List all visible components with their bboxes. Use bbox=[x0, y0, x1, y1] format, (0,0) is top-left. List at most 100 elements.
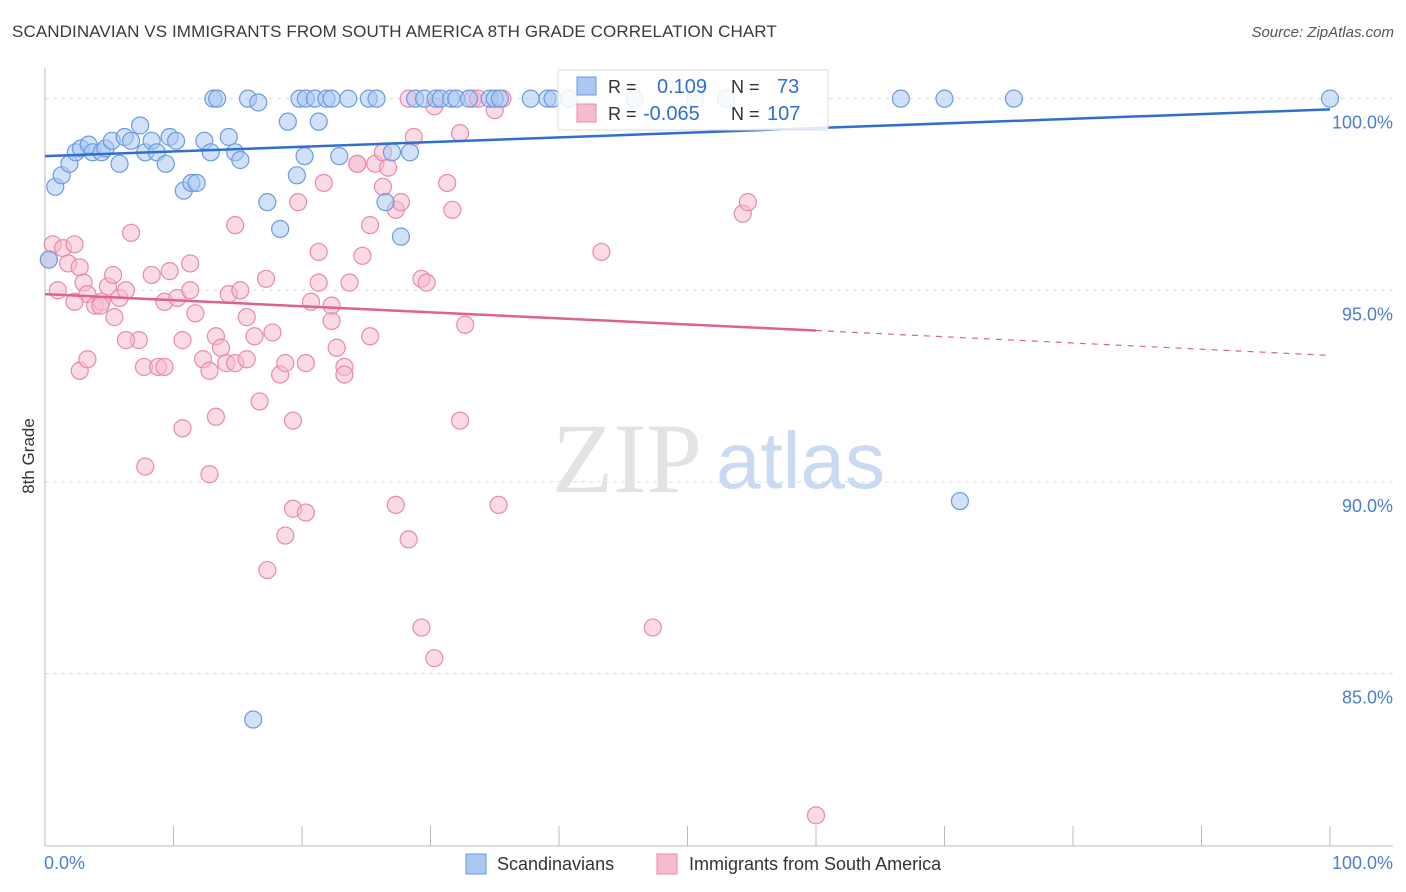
blue-point bbox=[1004, 89, 1023, 108]
pink-point bbox=[65, 235, 84, 254]
blue-points bbox=[39, 89, 1340, 729]
stats-pink-n-label: N = bbox=[731, 104, 760, 124]
blue-point bbox=[201, 143, 220, 162]
pink-point bbox=[258, 560, 277, 580]
x-tick-label-min: 0.0% bbox=[44, 853, 85, 873]
blue-point bbox=[459, 89, 479, 108]
blue-point bbox=[521, 89, 540, 108]
watermark-atlas: atlas bbox=[716, 416, 885, 505]
blue-point bbox=[249, 93, 268, 112]
blue-point bbox=[258, 193, 277, 212]
pink-point bbox=[456, 315, 475, 334]
stats-pink-r-label: R = bbox=[608, 104, 637, 124]
legend-swatch-immigrants bbox=[656, 853, 678, 875]
blue-point bbox=[339, 89, 358, 108]
pink-point bbox=[450, 124, 470, 143]
stats-pink-r-value: -0.065 bbox=[643, 103, 700, 125]
y-axis-label: 8th Grade bbox=[19, 418, 38, 494]
pink-trend-line bbox=[44, 292, 817, 332]
stats-blue-n-label: N = bbox=[731, 77, 760, 97]
pink-point bbox=[643, 618, 662, 637]
pink-point bbox=[327, 338, 346, 357]
pink-point bbox=[322, 311, 341, 331]
stats-blue-r-label: R = bbox=[608, 77, 637, 97]
pink-point bbox=[309, 242, 328, 262]
blue-point bbox=[400, 143, 420, 162]
legend-label-immigrants: Immigrants from South America bbox=[689, 854, 942, 874]
stats-blue-r-value: 0.109 bbox=[657, 76, 707, 98]
legend: Scandinavians Immigrants from South Amer… bbox=[465, 853, 942, 875]
pink-point bbox=[353, 246, 372, 265]
pink-point bbox=[340, 273, 359, 292]
stats-box: R = 0.109 N = 73 R = -0.065 N = 107 bbox=[557, 69, 829, 131]
watermark: ZIP atlas bbox=[552, 403, 885, 514]
pink-point bbox=[373, 177, 393, 196]
pink-point bbox=[250, 392, 269, 411]
pink-point bbox=[245, 327, 264, 346]
blue-point bbox=[309, 112, 328, 131]
pink-point bbox=[335, 365, 354, 384]
pink-point bbox=[806, 806, 826, 825]
legend-label-scandinavians: Scandinavians bbox=[497, 854, 614, 874]
stats-pink-n-value: 107 bbox=[767, 103, 800, 125]
blue-point bbox=[891, 89, 910, 108]
blue-point bbox=[166, 131, 186, 150]
blue-point bbox=[322, 89, 341, 108]
blue-point bbox=[110, 154, 129, 173]
pink-point bbox=[276, 354, 295, 373]
pink-point bbox=[399, 530, 418, 549]
pink-point bbox=[173, 419, 192, 438]
pink-point bbox=[391, 193, 411, 212]
pink-point bbox=[226, 216, 245, 235]
y-tick-label: 85.0% bbox=[1342, 688, 1393, 708]
pink-point bbox=[386, 495, 405, 515]
pink-point bbox=[443, 200, 462, 219]
pink-point bbox=[378, 158, 398, 177]
pink-point bbox=[237, 308, 256, 327]
trend-lines bbox=[44, 108, 1331, 357]
chart-title: SCANDINAVIAN VS IMMIGRANTS FROM SOUTH AM… bbox=[12, 22, 777, 41]
pink-point bbox=[348, 154, 367, 173]
pink-point bbox=[116, 331, 136, 350]
pink-point bbox=[155, 357, 174, 377]
blue-point bbox=[130, 116, 150, 135]
blue-point bbox=[950, 491, 970, 511]
blue-point bbox=[367, 89, 386, 108]
stats-blue-swatch bbox=[576, 76, 597, 96]
pink-point bbox=[78, 350, 97, 369]
pink-point bbox=[181, 254, 200, 273]
blue-point bbox=[187, 173, 206, 193]
blue-point bbox=[121, 131, 141, 150]
stats-blue-n-value: 73 bbox=[777, 76, 799, 98]
source-credit: Source: ZipAtlas.com bbox=[1251, 24, 1394, 41]
blue-point bbox=[271, 219, 290, 239]
grid-lines bbox=[45, 98, 1393, 675]
y-tick-labels: 85.0% 90.0% 95.0% 100.0% bbox=[1332, 113, 1393, 708]
pink-point bbox=[425, 649, 444, 668]
stats-pink-swatch bbox=[576, 103, 597, 123]
pink-point bbox=[296, 354, 315, 373]
pink-point bbox=[200, 465, 219, 484]
pink-point bbox=[450, 411, 470, 430]
pink-point bbox=[361, 327, 380, 346]
pink-point bbox=[206, 407, 226, 426]
pink-point bbox=[142, 265, 161, 285]
pink-point bbox=[412, 618, 431, 637]
y-tick-label: 100.0% bbox=[1332, 113, 1393, 133]
blue-point bbox=[219, 127, 238, 147]
blue-point bbox=[490, 89, 509, 108]
y-tick-label: 95.0% bbox=[1342, 304, 1393, 324]
x-tick-label-max: 100.0% bbox=[1332, 853, 1393, 873]
pink-point bbox=[186, 304, 205, 323]
pink-point bbox=[121, 223, 141, 242]
blue-point bbox=[935, 89, 954, 108]
axes bbox=[44, 68, 1393, 847]
blue-point bbox=[376, 193, 395, 212]
pink-point bbox=[160, 262, 179, 281]
blue-point bbox=[1320, 89, 1340, 108]
pink-point bbox=[276, 526, 295, 545]
blue-point bbox=[278, 112, 297, 131]
pink-point bbox=[65, 292, 84, 311]
pink-point bbox=[738, 193, 757, 212]
pink-point bbox=[116, 281, 136, 300]
